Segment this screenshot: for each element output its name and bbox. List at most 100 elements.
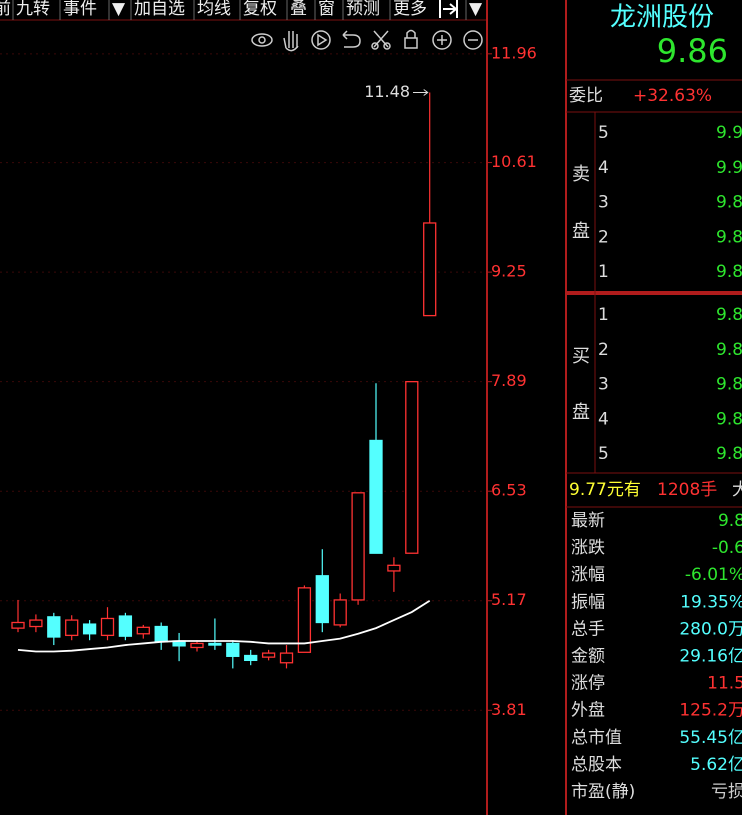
y-tick-label: 5.17 bbox=[491, 590, 527, 609]
stat-label: 外盘 bbox=[571, 701, 605, 721]
sell-price: 9.9 bbox=[716, 158, 742, 178]
candle-body bbox=[405, 381, 419, 554]
skip-icon[interactable] bbox=[439, 0, 458, 18]
candle-body bbox=[226, 642, 240, 657]
sell-price: 9.9 bbox=[716, 123, 742, 143]
stat-value: -0.6 bbox=[712, 538, 742, 558]
y-tick-label: 9.25 bbox=[491, 262, 527, 281]
buy-level: 1 bbox=[598, 305, 609, 325]
chart-tools[interactable] bbox=[251, 29, 483, 52]
candle-body bbox=[244, 654, 258, 661]
undo-icon[interactable] bbox=[342, 30, 361, 48]
candle-body bbox=[136, 626, 150, 635]
stat-label: 总市值 bbox=[571, 728, 622, 748]
buy-label: 盘 bbox=[572, 402, 590, 423]
bid-price: 9.77元有 bbox=[569, 480, 641, 500]
candle-body bbox=[29, 619, 43, 628]
lock-icon[interactable] bbox=[404, 37, 418, 49]
y-tick-label: 6.53 bbox=[491, 481, 527, 500]
stat-label: 总手 bbox=[571, 619, 605, 639]
toolbar-item[interactable]: 叠 bbox=[290, 0, 307, 19]
lock-shackle bbox=[406, 29, 416, 38]
stat-label: 最新 bbox=[571, 511, 605, 531]
candle-body bbox=[118, 615, 133, 637]
sell-level: 4 bbox=[598, 158, 609, 178]
sell-level: 2 bbox=[598, 227, 609, 247]
sell-label: 卖 bbox=[572, 164, 590, 185]
candle-body bbox=[333, 599, 347, 626]
candle-body bbox=[208, 642, 222, 646]
high-annotation: 11.48 bbox=[364, 82, 410, 101]
toolbar-item[interactable]: 更多 bbox=[393, 0, 427, 19]
sell-price: 9.8 bbox=[716, 227, 742, 247]
buy-level: 2 bbox=[598, 340, 609, 360]
buy-price: 9.8 bbox=[716, 305, 742, 325]
toolbar-item[interactable]: ▼ bbox=[469, 0, 483, 19]
candle-body bbox=[351, 492, 365, 601]
sell-label: 盘 bbox=[572, 221, 590, 242]
stat-label: 金额 bbox=[571, 647, 605, 667]
ratio-label: 委比 bbox=[569, 86, 603, 106]
sell-level: 3 bbox=[598, 193, 609, 213]
bid-note: 大 bbox=[732, 480, 742, 500]
zoom-out-icon[interactable] bbox=[463, 30, 483, 50]
stat-value: 125.2万 bbox=[679, 701, 742, 721]
candle-body bbox=[154, 625, 168, 643]
candle-body bbox=[369, 439, 383, 554]
play-triangle bbox=[317, 33, 328, 47]
y-tick-label: 10.61 bbox=[491, 152, 537, 171]
toolbar-item[interactable]: ▼ bbox=[112, 0, 126, 19]
stat-value: -6.01% bbox=[685, 565, 742, 585]
sell-price: 9.8 bbox=[716, 193, 742, 213]
cut-icon[interactable] bbox=[373, 30, 389, 48]
stat-label: 涨停 bbox=[571, 674, 605, 694]
stat-label: 涨幅 bbox=[571, 565, 605, 585]
zoom-in-icon[interactable] bbox=[432, 30, 452, 50]
candle-body bbox=[297, 587, 312, 653]
buy-label: 买 bbox=[572, 346, 590, 367]
stat-value: 55.45亿 bbox=[679, 728, 742, 748]
buy-level: 4 bbox=[598, 409, 609, 429]
eye-icon[interactable] bbox=[251, 33, 273, 47]
y-tick-label: 3.81 bbox=[491, 700, 527, 719]
stat-value: 5.62亿 bbox=[690, 755, 742, 775]
candle-body bbox=[190, 642, 204, 649]
hand-icon[interactable] bbox=[283, 31, 299, 52]
stat-value: 19.35% bbox=[680, 592, 742, 612]
buy-price: 9.8 bbox=[716, 340, 742, 360]
stat-label: 总股本 bbox=[571, 755, 622, 775]
stat-value: 11.5 bbox=[707, 674, 742, 694]
toolbar-item[interactable]: 九转 bbox=[16, 0, 50, 19]
stat-label: 市盈(静) bbox=[571, 782, 635, 802]
buy-price: 9.8 bbox=[716, 409, 742, 429]
toolbar-item[interactable]: 均线 bbox=[197, 0, 231, 19]
stat-label: 振幅 bbox=[571, 592, 605, 612]
toolbar-item[interactable]: 窗 bbox=[318, 0, 335, 19]
toolbar-item[interactable]: 事件 bbox=[63, 0, 97, 19]
candle-body bbox=[11, 621, 25, 629]
toolbar-item[interactable]: 前 bbox=[0, 0, 11, 19]
candle-body bbox=[65, 619, 79, 637]
stock-name: 龙洲股份 bbox=[610, 3, 714, 33]
buy-price: 9.8 bbox=[716, 444, 742, 464]
zoom-in-plus bbox=[437, 35, 447, 45]
y-tick-label: 7.89 bbox=[491, 371, 527, 390]
stock-price: 9.86 bbox=[657, 32, 728, 70]
stat-value: 29.16亿 bbox=[679, 647, 742, 667]
toolbar-item[interactable]: 复权 bbox=[243, 0, 277, 19]
toolbar-item[interactable]: 预测 bbox=[346, 0, 380, 19]
toolbar-item[interactable]: 加自选 bbox=[134, 0, 185, 19]
candle-body bbox=[100, 617, 115, 637]
candle-body bbox=[82, 623, 97, 635]
cut-ring bbox=[383, 42, 391, 50]
candle-body bbox=[423, 222, 437, 317]
sell-level: 1 bbox=[598, 262, 609, 282]
annotation-arrow bbox=[413, 89, 429, 96]
stat-value: 9.8 bbox=[718, 511, 742, 531]
sell-price: 9.8 bbox=[716, 262, 742, 282]
play-icon[interactable] bbox=[311, 30, 331, 50]
buy-level: 5 bbox=[598, 444, 609, 464]
stat-label: 涨跌 bbox=[571, 538, 605, 558]
